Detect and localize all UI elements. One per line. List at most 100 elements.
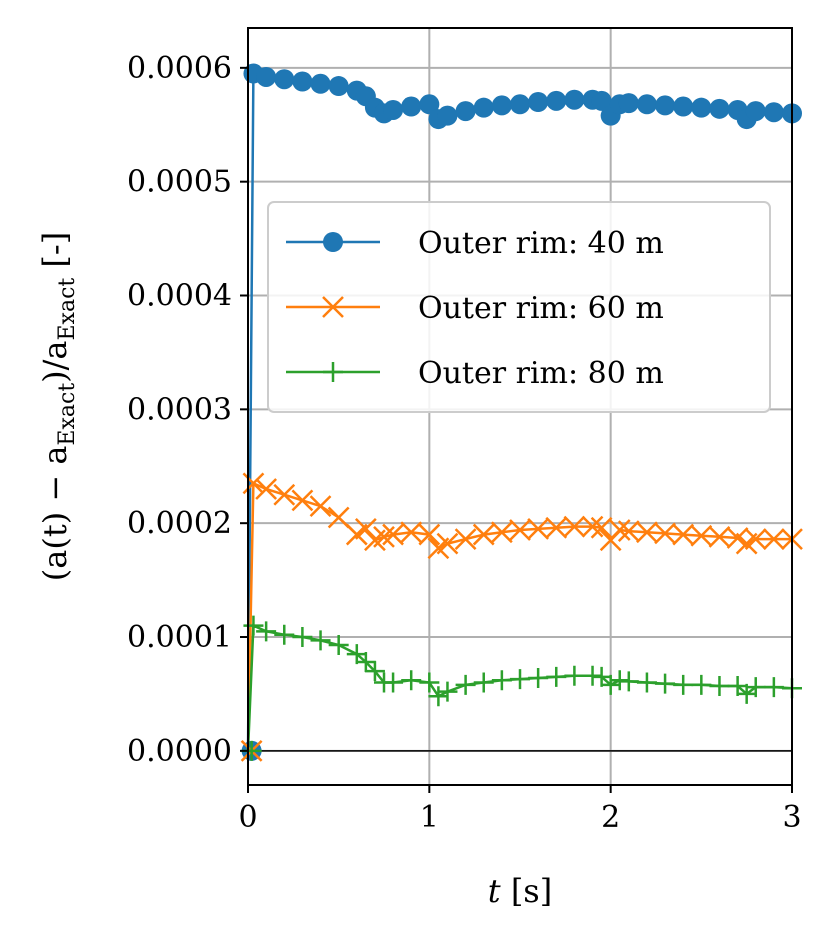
y-tick-label-4: 0.0004: [127, 279, 232, 314]
series-0-point-15: [455, 101, 476, 122]
plot-frame: [247, 27, 793, 786]
legend-entry-2: Outer rim: 80 m: [286, 356, 664, 391]
series-1-point-25: [608, 519, 631, 541]
series-layer: [240, 63, 803, 762]
series-2-point-29: [673, 674, 694, 695]
y-axis-label-main: (a(t) − a: [36, 446, 74, 582]
series-2-point-8: [364, 661, 385, 682]
series-0-point-4: [310, 73, 331, 94]
series-1-point-4: [309, 495, 332, 517]
series-2-point-0: [243, 615, 264, 636]
series-1: [240, 472, 803, 762]
series-1-point-27: [636, 521, 658, 544]
series-1-point-1: [255, 478, 278, 500]
series-0-point-30: [691, 97, 712, 118]
tick-layer: 0 1 2 3 0.0000 0.0001 0.0002 0.0003 0.0004 0.0005…: [127, 51, 802, 835]
series-0-point-18: [510, 94, 530, 115]
series-2-point-15: [455, 674, 476, 695]
series-2-point-13: [428, 686, 449, 707]
y-tick-label-6: 0.0006: [127, 51, 232, 86]
series-1-point-10: [382, 523, 404, 546]
series-0-point-27: [636, 94, 657, 115]
series-2-point-23: [591, 666, 612, 687]
series-0-point-5: [328, 76, 349, 97]
series-0-point-10: [383, 99, 404, 120]
x-axis-label-variable: t: [488, 872, 501, 910]
series-2-point-5: [328, 634, 349, 655]
series-1-point-17: [490, 521, 513, 544]
series-0-point-28: [655, 95, 676, 116]
series-0-point-11: [401, 96, 422, 117]
series-1-point-23: [590, 516, 613, 539]
series-2-point-7: [355, 652, 376, 673]
y-axis-label-sub2: Exact: [55, 278, 80, 341]
legend-entry-1-label: Outer rim: 60 m: [418, 291, 664, 326]
legend-entry-0: Outer rim: 40 m: [286, 226, 664, 261]
x-tick-label-3: 3: [782, 800, 801, 835]
legend-box: [267, 201, 771, 413]
series-2-point-16: [473, 672, 494, 693]
series-0-point-29: [673, 96, 694, 117]
series-0-point-23: [591, 90, 612, 111]
series-0-point-19: [528, 91, 549, 112]
series-0-point-35: [763, 102, 784, 123]
x-axis-label-unit: [s]: [501, 872, 553, 910]
series-0-point-17: [491, 95, 512, 116]
series-0-point-20: [546, 90, 567, 111]
series-1-point-3: [291, 489, 314, 512]
series-2-point-35: [763, 677, 784, 698]
series-1-point-34: [744, 528, 767, 551]
series-1-point-26: [617, 520, 640, 543]
series-0-point-26: [618, 93, 639, 114]
series-1-point-5: [327, 506, 350, 529]
legend-entry-1: Outer rim: 60 m: [286, 291, 664, 326]
series-2-point-4: [310, 630, 331, 651]
series-1-point-9: [373, 525, 395, 548]
series-1-point-11: [400, 521, 423, 544]
series-0-point-31: [709, 98, 730, 119]
series-0-point-21: [564, 89, 585, 110]
legend-entries: Outer rim: 40 m Outer rim: 60 m Outer rim:…: [286, 226, 664, 391]
y-tick-label-1: 0.0001: [127, 620, 232, 655]
series-1-point-35: [762, 528, 785, 551]
series-2-point-10: [383, 672, 404, 693]
y-axis-label-sub1: Exact: [55, 383, 80, 446]
x-tick-label-1: 1: [420, 800, 439, 835]
x-tick-label-2: 2: [601, 800, 620, 835]
series-0-point-1: [256, 66, 277, 87]
legend-entry-0-label: Outer rim: 40 m: [418, 226, 664, 261]
series-1-point-30: [690, 524, 713, 547]
legend-entry-1-marker: [322, 296, 344, 318]
series-2-point-11: [401, 670, 422, 691]
series-1-point-22: [581, 515, 604, 538]
series-2-point-3: [292, 627, 313, 648]
legend-entry-0-marker: [323, 232, 343, 252]
series-2-point-31: [709, 675, 730, 696]
y-tick-label-5: 0.0005: [127, 165, 232, 200]
series-1-point-19: [527, 517, 550, 540]
series-2-point-34: [745, 677, 766, 698]
y-axis-label-mid: )/a: [36, 340, 74, 382]
series-2-point-24: [600, 674, 621, 695]
series-2-point-17: [491, 670, 512, 691]
series-2-point-20: [546, 666, 567, 687]
series-0-point-12: [419, 94, 440, 115]
series-1-point-20: [545, 516, 568, 539]
series-2-point-30: [691, 674, 712, 695]
series-1-point-31: [708, 525, 731, 548]
series-1-point-16: [472, 523, 495, 546]
series-1-point-12: [418, 523, 441, 546]
series-0-point-2: [274, 69, 295, 90]
series-1-point-29: [672, 523, 695, 546]
series-2-point-18: [510, 669, 530, 690]
series-0-point-16: [473, 97, 494, 118]
series-2-point-6: [346, 644, 367, 665]
series-2-point-1: [256, 621, 277, 642]
series-0-point-3: [292, 71, 313, 92]
series-1-point-2: [273, 483, 296, 506]
x-axis-label: t [s]: [488, 872, 552, 910]
series-1-point-15: [454, 528, 477, 551]
series-2-point-32: [727, 675, 748, 696]
series-2-point-27: [636, 672, 657, 693]
